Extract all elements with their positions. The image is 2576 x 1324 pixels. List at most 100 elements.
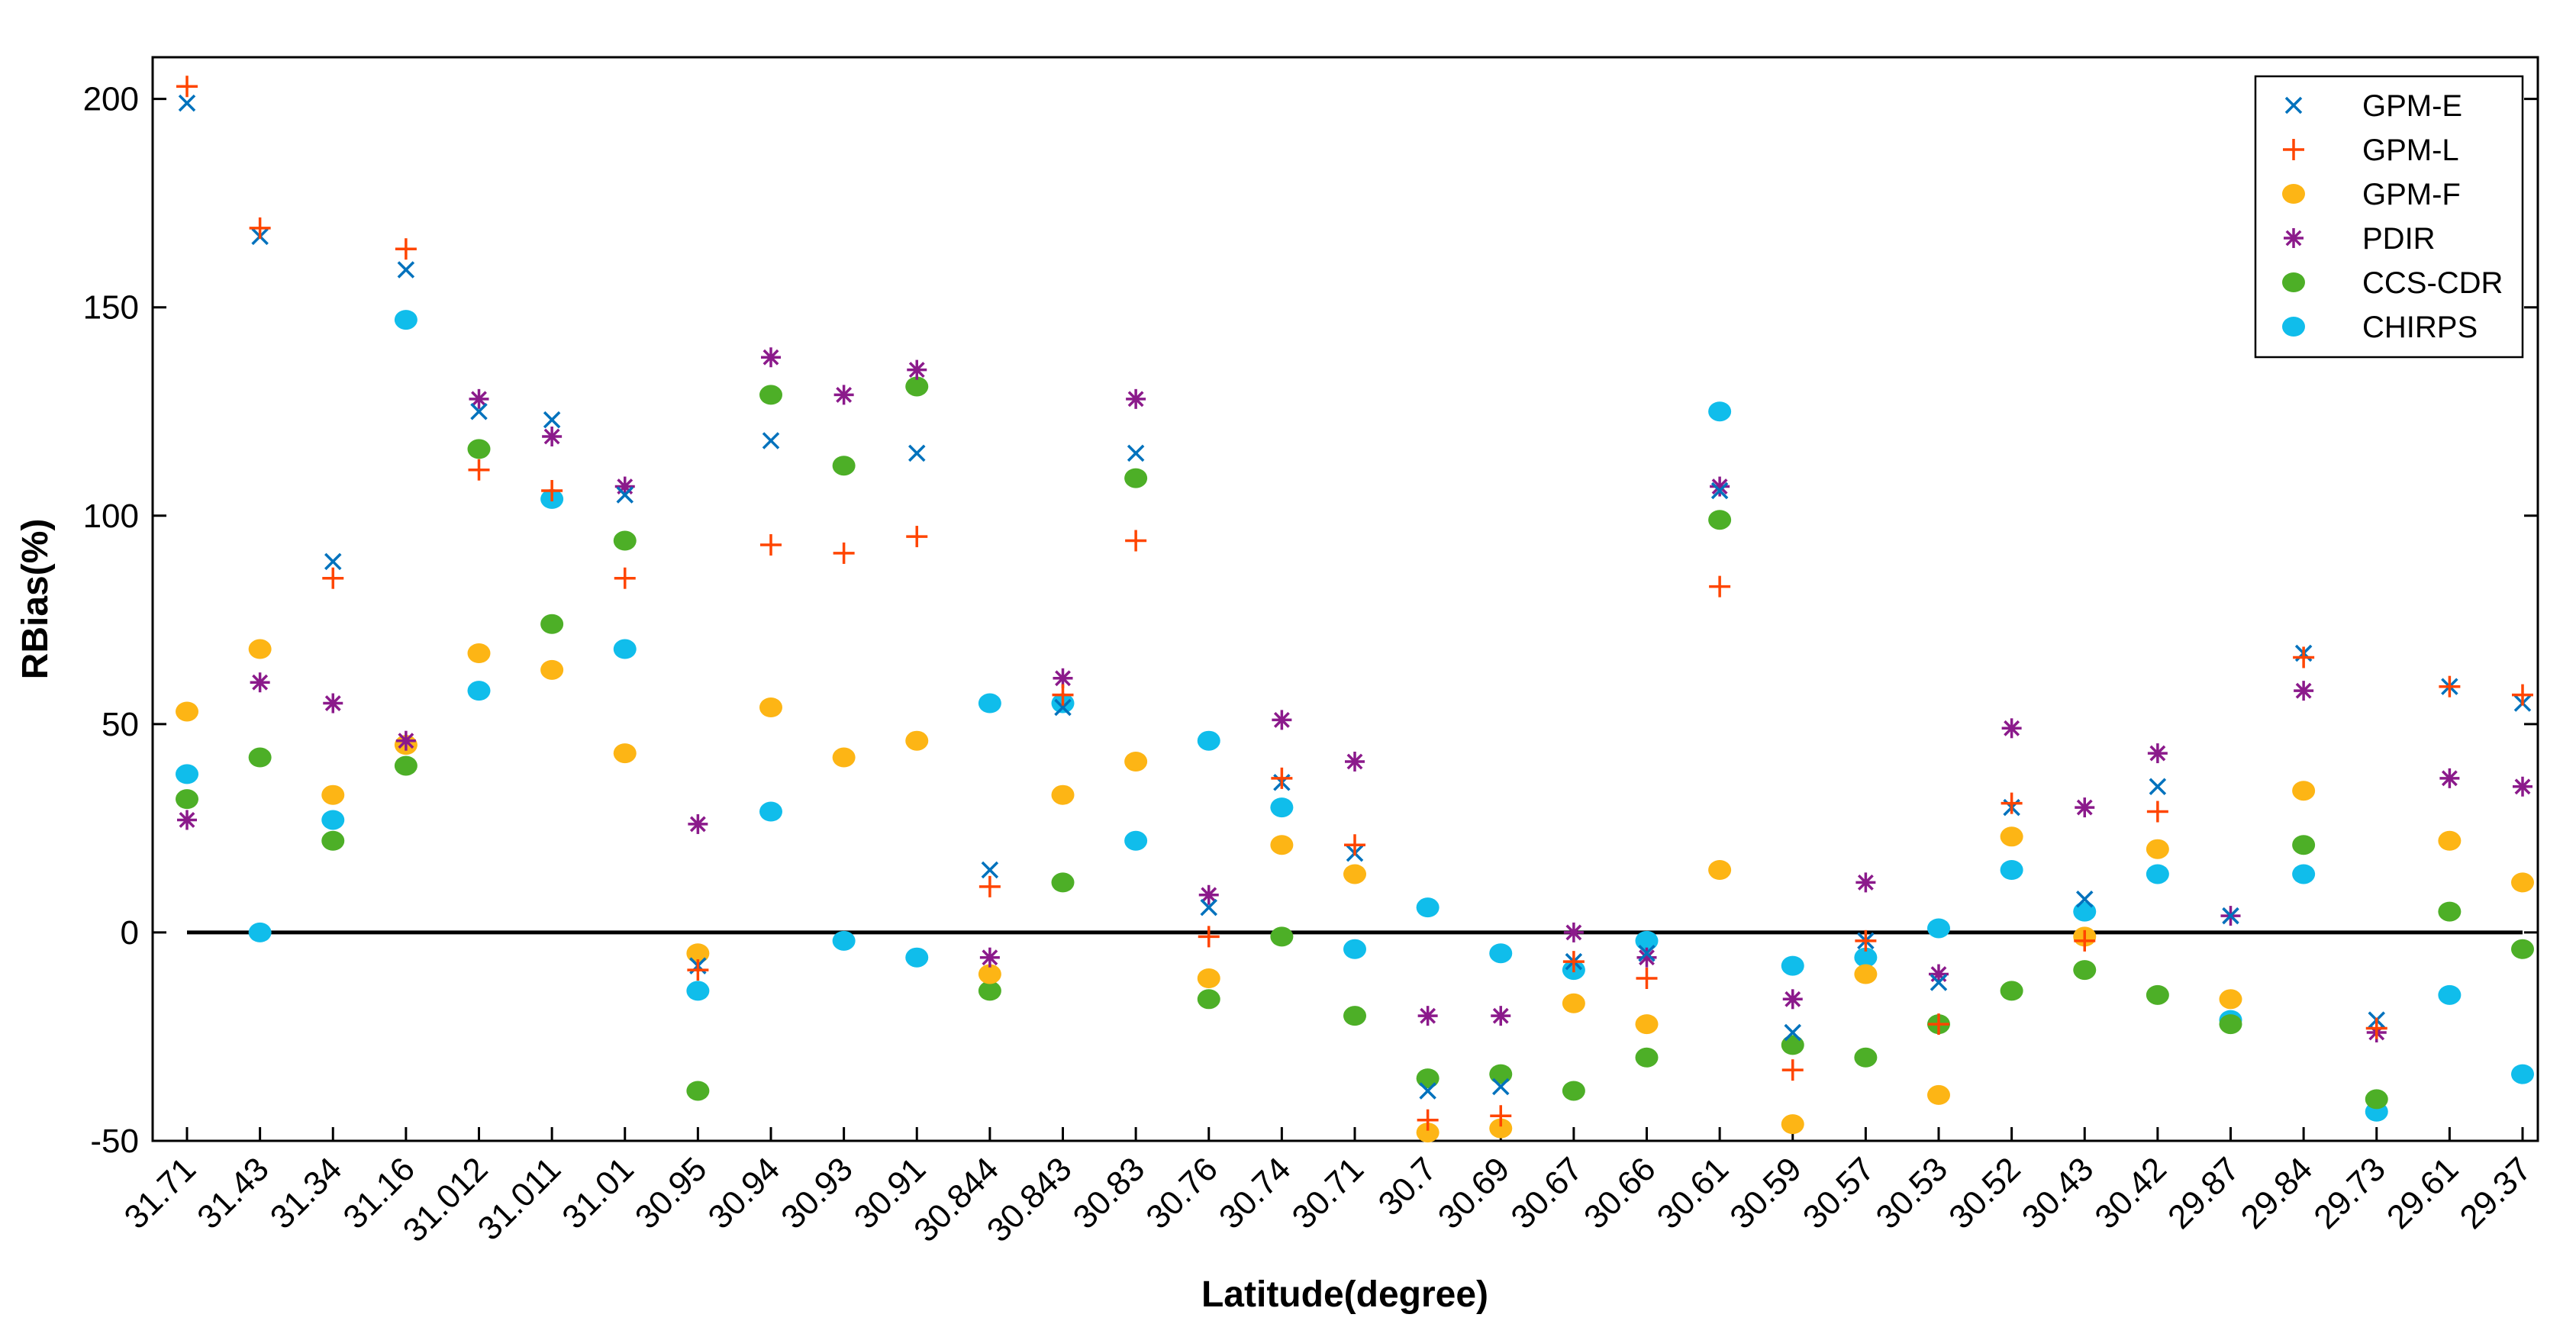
point-gpm-e [1054, 698, 1072, 717]
point-ccs-cdr [2365, 1089, 2388, 1110]
data-points [176, 76, 2534, 1143]
point-ccs-cdr [1854, 1047, 1878, 1068]
point-gpm-l [614, 567, 636, 589]
point-gpm-e [2076, 890, 2094, 908]
point-chirps [2000, 860, 2023, 880]
point-gpm-e [1930, 974, 1948, 991]
point-chirps [467, 681, 491, 701]
legend-label: PDIR [2362, 222, 2436, 256]
point-pdir [323, 693, 343, 714]
point-pdir [395, 730, 416, 751]
point-gpm-e [908, 444, 926, 462]
point-ccs-cdr [613, 530, 637, 551]
point-gpm-l [2365, 1017, 2387, 1039]
point-ccs-cdr [759, 385, 782, 405]
point-ccs-cdr [2292, 835, 2316, 855]
point-ccs-cdr [176, 789, 198, 810]
point-ccs-cdr [686, 1081, 710, 1101]
point-gpm-f [1416, 1123, 1440, 1143]
point-pdir [2147, 743, 2168, 764]
point-gpm-f [759, 697, 782, 717]
y-tick-label: 100 [83, 498, 139, 535]
point-chirps [613, 639, 637, 659]
point-gpm-f [1270, 835, 1294, 855]
point-gpm-l [2512, 684, 2533, 706]
x-tick-label: 30.53 [1869, 1150, 1955, 1236]
x-tick-label: 29.73 [2307, 1150, 2393, 1236]
legend: GPM-E GPM-L GPM-F PDIR CCS-CDR CHIRPS [2254, 75, 2524, 359]
x-tick-label: 29.87 [2161, 1150, 2247, 1236]
point-chirps [176, 764, 198, 784]
x-tick-label: 31.43 [190, 1150, 276, 1236]
point-ccs-cdr [321, 830, 345, 851]
point-ccs-cdr [2219, 1014, 2242, 1035]
point-chirps [978, 693, 1001, 714]
legend-marker-gpm-l [2283, 139, 2304, 160]
point-gpm-e [1784, 1023, 1801, 1042]
x-tick-label: 30.52 [1942, 1150, 2028, 1236]
point-ccs-cdr [2438, 901, 2462, 922]
point-gpm-f [1343, 864, 1366, 884]
point-gpm-f [1781, 1114, 1804, 1135]
point-gpm-f [832, 747, 856, 768]
point-gpm-l [1709, 575, 1731, 598]
point-ccs-cdr [978, 981, 1001, 1001]
point-gpm-e [616, 486, 634, 504]
x-tick-label: 30.94 [701, 1150, 788, 1236]
point-gpm-l [1855, 929, 1877, 952]
x-tick-label: 31.01 [555, 1150, 641, 1236]
point-chirps [832, 930, 856, 951]
point-chirps [2511, 1064, 2534, 1084]
point-pdir [1198, 884, 1219, 905]
point-gpm-l [1125, 530, 1147, 552]
point-ccs-cdr [1781, 1035, 1804, 1055]
point-gpm-e [2149, 778, 2167, 796]
x-tick-label: 30.61 [1650, 1150, 1736, 1236]
x-tick-label: 30.71 [1285, 1150, 1372, 1236]
point-gpm-l [978, 875, 1001, 897]
point-gpm-l [2439, 675, 2461, 697]
plot-area-border [151, 56, 2539, 1142]
x-tick-label: 30.843 [980, 1150, 1079, 1249]
point-gpm-f [467, 643, 491, 663]
point-chirps [1708, 401, 1732, 422]
x-tick-label: 31.71 [118, 1150, 204, 1236]
x-tick-label: 30.57 [1796, 1150, 1882, 1236]
legend-label: GPM-E [2362, 89, 2462, 123]
point-gpm-e [1419, 1082, 1436, 1100]
x-tick-label: 29.61 [2380, 1150, 2466, 1236]
point-pdir [1782, 989, 1803, 1010]
y-tick-label: -50 [90, 1123, 139, 1160]
point-gpm-l [1562, 951, 1585, 973]
x-tick-label: 30.43 [2015, 1150, 2101, 1236]
point-gpm-l [760, 534, 782, 556]
point-gpm-l [249, 217, 271, 239]
point-pdir [250, 672, 270, 693]
point-pdir [2439, 768, 2460, 788]
point-gpm-l [1344, 834, 1365, 856]
point-chirps [1781, 955, 1804, 976]
point-gpm-l [1052, 684, 1074, 706]
point-gpm-f [176, 701, 198, 722]
point-gpm-f [1927, 1084, 1950, 1105]
point-ccs-cdr [1343, 1006, 1366, 1026]
x-tick-label: 29.84 [2234, 1150, 2320, 1236]
x-tick-label: 30.67 [1504, 1150, 1590, 1236]
point-pdir [688, 813, 708, 834]
point-gpm-f [1562, 993, 1585, 1013]
point-ccs-cdr [1708, 510, 1732, 530]
x-tick-label: 30.76 [1139, 1150, 1225, 1236]
point-pdir [1636, 947, 1657, 968]
x-tick-label: 30.59 [1723, 1150, 1809, 1236]
x-tick-label: 30.66 [1577, 1150, 1663, 1236]
point-gpm-e [470, 402, 488, 420]
x-tick-label: 30.95 [628, 1150, 714, 1236]
point-gpm-f [905, 730, 929, 751]
point-gpm-l [2146, 801, 2168, 823]
y-axis: -50 0 50 100 150 200 [83, 81, 2538, 1160]
point-gpm-l [1490, 1105, 1512, 1127]
legend-label: CCS-CDR [2362, 266, 2503, 300]
plot-frame [151, 56, 2539, 1142]
point-gpm-l [2293, 646, 2315, 668]
point-ccs-cdr [1489, 1064, 1513, 1084]
